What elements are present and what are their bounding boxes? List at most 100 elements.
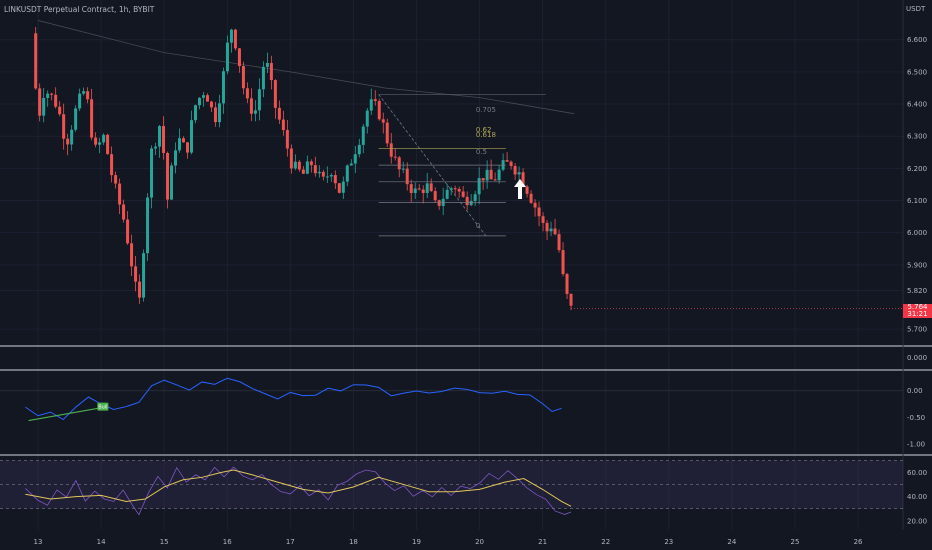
- candle-body: [98, 142, 102, 145]
- candle-body: [237, 48, 241, 67]
- candle-body: [473, 194, 477, 201]
- candle-body: [46, 93, 50, 98]
- candle-body: [329, 175, 333, 177]
- candle-body: [82, 91, 86, 94]
- x-tick-label: 25: [790, 538, 799, 546]
- candle-body: [229, 29, 233, 43]
- candle-body: [114, 175, 118, 184]
- candle-body: [201, 95, 205, 98]
- chart-title: LINKUSDT Perpetual Contract, 1h, BYBIT: [4, 5, 155, 14]
- candle-body: [557, 234, 561, 251]
- fibonacci-retracement: 0.705 0.620.618 0.5 0: [378, 94, 546, 237]
- candle-body: [110, 154, 114, 176]
- candle-body: [445, 189, 449, 199]
- y-tick-label: 6.200: [907, 165, 927, 173]
- candle-body: [122, 204, 126, 220]
- candle-body: [353, 154, 357, 164]
- candle-body: [517, 172, 521, 175]
- candle-body: [405, 168, 409, 185]
- candle-body: [301, 169, 305, 174]
- fib-level-label: 0.618: [476, 131, 496, 139]
- candle-body: [537, 207, 541, 217]
- y-tick-label: 6.500: [907, 68, 927, 76]
- candle-body: [525, 186, 529, 194]
- candle-body: [265, 62, 269, 67]
- candle-body: [253, 110, 257, 114]
- bull-divergence-line: [28, 406, 108, 422]
- candle-body: [138, 281, 142, 298]
- candle-body: [321, 171, 325, 177]
- y-tick-label: 6.100: [907, 197, 927, 205]
- candle-body: [465, 196, 469, 206]
- y-tick-label: 5.700: [907, 326, 927, 334]
- x-tick-label: 24: [727, 538, 736, 546]
- grid: [0, 0, 903, 530]
- candle-body: [90, 99, 94, 138]
- candle-body: [393, 156, 397, 158]
- candle-body: [389, 143, 393, 157]
- candle-body: [245, 88, 249, 99]
- candle-body: [174, 150, 178, 166]
- y-tick-label: -1.00: [907, 441, 925, 449]
- last-price-value: 5.764: [907, 303, 928, 311]
- candle-body: [257, 89, 261, 111]
- candle-body: [565, 274, 569, 294]
- x-tick-label: 20: [475, 538, 484, 546]
- candle-body: [505, 160, 509, 162]
- fib-level-label: 0.5: [476, 148, 487, 156]
- candle-body: [102, 134, 106, 143]
- y-tick-label: 6.000: [907, 229, 927, 237]
- y-tick-label: 6.300: [907, 133, 927, 141]
- candle-body: [189, 120, 193, 153]
- fib-level-label: 0.705: [476, 106, 496, 114]
- candle-body: [365, 110, 369, 127]
- candle-body: [497, 169, 501, 181]
- x-tick-label: 16: [223, 538, 232, 546]
- candle-body: [62, 114, 66, 139]
- candle-body: [533, 202, 537, 208]
- candle-body: [349, 163, 353, 166]
- candle-body: [333, 175, 337, 184]
- candle-body: [489, 169, 493, 180]
- candle-body: [118, 183, 122, 205]
- candle-body: [158, 126, 162, 147]
- bull-label-box: [97, 402, 109, 411]
- fib-level-label: 0: [476, 222, 480, 230]
- candle-body: [309, 161, 313, 166]
- y-tick-label: -0.50: [907, 414, 925, 422]
- candle-body: [78, 93, 82, 109]
- candle-body: [325, 176, 329, 178]
- candle-body: [178, 138, 182, 151]
- candle-body: [345, 165, 349, 182]
- x-tick-label: 23: [664, 538, 673, 546]
- fib-level-label: 0.62: [476, 126, 492, 134]
- candle-body: [146, 197, 150, 254]
- candle-body: [162, 126, 166, 153]
- candle-body: [313, 165, 317, 174]
- arrow-cursor-icon: [514, 179, 526, 199]
- x-tick-label: 26: [854, 538, 863, 546]
- candle-body: [273, 80, 277, 108]
- x-tick-label: 22: [601, 538, 610, 546]
- candle-body: [401, 168, 405, 170]
- candle-body: [357, 144, 361, 155]
- last-price-label: 5.764 31:21: [903, 304, 932, 318]
- candle-body: [437, 200, 441, 206]
- candle-body: [457, 188, 461, 192]
- candles: [34, 26, 573, 311]
- candle-body: [477, 178, 481, 195]
- moving-average-line: [37, 20, 575, 115]
- candle-body: [433, 191, 437, 201]
- candle-body: [341, 181, 345, 193]
- candle-body: [481, 178, 485, 181]
- candle-body: [225, 42, 229, 72]
- oscillator-line: [25, 377, 562, 421]
- candle-body: [381, 119, 385, 123]
- moving-average: [37, 20, 575, 115]
- candle-body: [561, 250, 565, 275]
- y-tick-label: 0.000: [907, 354, 927, 362]
- candle-body: [493, 179, 497, 181]
- candle-body: [106, 134, 110, 155]
- candle-body: [142, 253, 146, 298]
